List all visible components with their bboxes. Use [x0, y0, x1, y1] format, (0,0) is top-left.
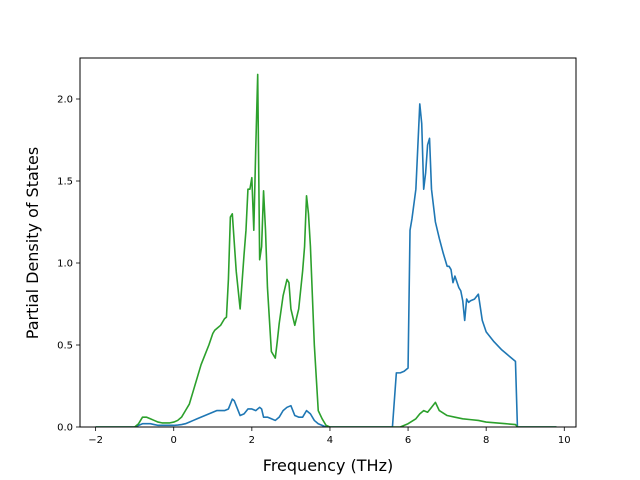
y-tick-label: 1.5: [57, 177, 73, 188]
x-axis-label: Frequency (THz): [263, 456, 393, 475]
x-tick-label: 2: [249, 435, 255, 446]
x-tick-label: 8: [483, 435, 489, 446]
series-layer: [95, 73, 557, 427]
series-line-2: [95, 73, 557, 427]
x-tick-label: 0: [171, 435, 177, 446]
y-tick-label: 1.0: [57, 259, 73, 270]
plot-frame: [79, 57, 577, 428]
x-tick-label: 4: [327, 435, 333, 446]
y-tick-label: 2.0: [57, 95, 73, 106]
x-axis-ticks: −2 0 2 4 6 8 10: [88, 427, 571, 446]
y-axis-label: Partial Density of States: [23, 147, 42, 339]
x-tick-label: 6: [405, 435, 411, 446]
y-axis-ticks: 0.0 0.5 1.0 1.5 2.0: [57, 95, 80, 434]
y-tick-label: 0.5: [57, 341, 73, 352]
x-tick-label: 10: [558, 435, 571, 446]
y-tick-label: 0.0: [57, 423, 73, 434]
series-line-1: [95, 103, 557, 427]
x-tick-label: −2: [88, 435, 103, 446]
